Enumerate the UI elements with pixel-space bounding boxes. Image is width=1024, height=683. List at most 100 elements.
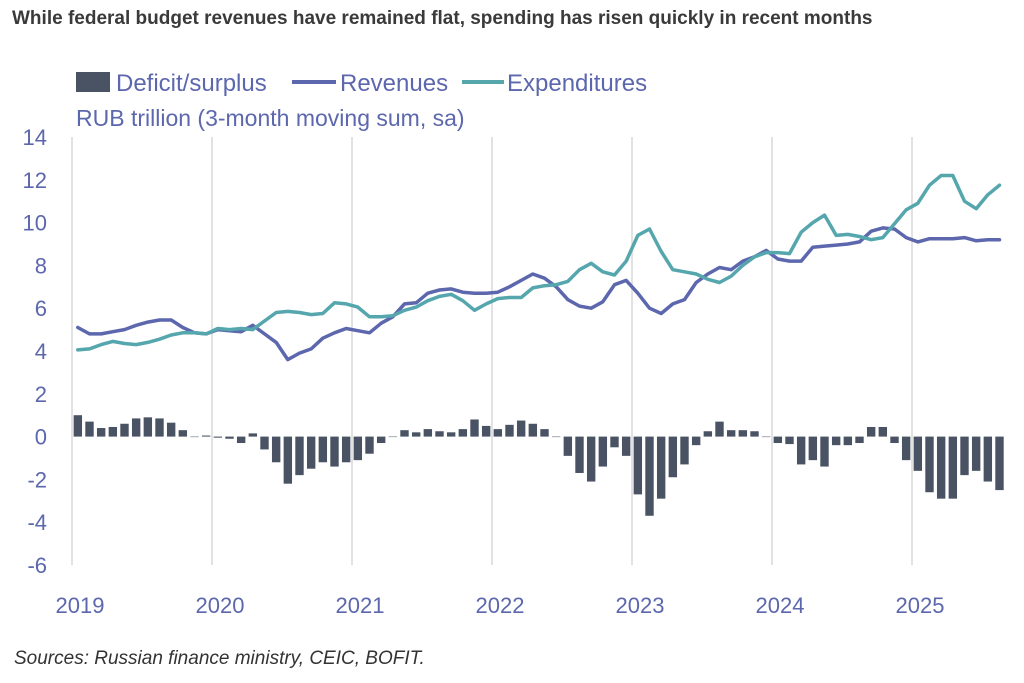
deficit-bar bbox=[213, 436, 223, 438]
deficit-bar bbox=[411, 432, 421, 437]
y-tick-label: 14 bbox=[23, 125, 47, 150]
deficit-bar bbox=[773, 436, 783, 444]
x-tick-label-2021: 2021 bbox=[336, 593, 385, 618]
deficit-bar bbox=[563, 436, 573, 456]
deficit-bar bbox=[493, 429, 503, 437]
deficit-bar bbox=[598, 436, 608, 467]
y-tick-label: 4 bbox=[35, 339, 47, 364]
deficit-bar bbox=[143, 417, 153, 437]
deficit-bar bbox=[691, 436, 701, 446]
deficit-bar bbox=[656, 436, 666, 499]
legend-label-expenditures: Expenditures bbox=[507, 70, 647, 97]
x-tick-label-2024: 2024 bbox=[756, 593, 805, 618]
y-tick-label: 6 bbox=[35, 296, 47, 321]
deficit-bar bbox=[621, 436, 631, 456]
deficit-bar bbox=[703, 431, 713, 437]
deficit-bar bbox=[983, 436, 993, 482]
deficit-bar bbox=[855, 436, 864, 444]
deficit-bar bbox=[890, 436, 899, 444]
deficit-bar bbox=[738, 430, 748, 437]
deficit-bar bbox=[680, 436, 689, 465]
x-tick-label-2020: 2020 bbox=[196, 593, 245, 618]
deficit-bar bbox=[341, 436, 351, 463]
y-tick-label: 12 bbox=[23, 168, 47, 193]
deficit-bar bbox=[715, 421, 724, 437]
y-tick-label: 8 bbox=[35, 253, 47, 278]
deficit-bar bbox=[470, 419, 479, 437]
series-lines bbox=[76, 173, 1002, 362]
deficit-bar bbox=[376, 436, 386, 444]
deficit-bar bbox=[260, 436, 269, 450]
deficit-bar bbox=[575, 436, 584, 473]
deficit-bar bbox=[283, 436, 293, 484]
deficit-bar bbox=[458, 429, 468, 437]
x-tick-label-2019: 2019 bbox=[56, 593, 105, 618]
deficit-bar bbox=[586, 436, 596, 482]
deficit-bar bbox=[668, 436, 678, 478]
legend-label-revenues: Revenues bbox=[340, 70, 448, 97]
deficit-bar bbox=[388, 436, 398, 438]
deficit-bar bbox=[551, 436, 561, 438]
chart-title: While federal budget revenues have remai… bbox=[12, 8, 873, 29]
deficit-bar bbox=[936, 436, 946, 499]
deficit-bar bbox=[726, 430, 736, 437]
x-tick-label-2022: 2022 bbox=[476, 593, 525, 618]
y-tick-label: 10 bbox=[23, 211, 47, 236]
deficit-bar bbox=[948, 436, 958, 499]
deficit-bar bbox=[423, 429, 433, 437]
deficit-bars bbox=[73, 415, 1004, 516]
deficit-bar bbox=[108, 426, 118, 437]
deficit-bar bbox=[645, 436, 654, 516]
y-tick-label: 0 bbox=[35, 425, 47, 450]
deficit-bar bbox=[306, 436, 316, 469]
axes: -6 -4 -2 0 2 4 6 8 10 12 14 2019 2020 2021 2022 2023 202… bbox=[23, 125, 945, 618]
deficit-bar bbox=[820, 436, 829, 467]
gridlines bbox=[71, 137, 913, 565]
deficit-bar bbox=[248, 433, 258, 437]
deficit-bar bbox=[971, 436, 981, 471]
deficit-bar bbox=[540, 429, 549, 437]
x-tick-label-2025: 2025 bbox=[896, 593, 945, 618]
legend-swatch-deficit bbox=[76, 72, 110, 92]
deficit-bar bbox=[96, 428, 106, 437]
deficit-bar bbox=[225, 436, 234, 439]
deficit-bar bbox=[85, 421, 94, 437]
deficit-bar bbox=[131, 418, 141, 437]
deficit-bar bbox=[295, 436, 304, 476]
x-tick-label-2023: 2023 bbox=[616, 593, 665, 618]
deficit-bar bbox=[808, 436, 818, 461]
deficit-bar bbox=[505, 424, 514, 437]
deficit-bar bbox=[878, 426, 888, 437]
y-tick-label: -2 bbox=[27, 467, 47, 492]
deficit-bar bbox=[330, 436, 339, 467]
deficit-bar bbox=[120, 423, 129, 437]
deficit-bar bbox=[516, 420, 526, 437]
deficit-bar bbox=[155, 418, 164, 437]
deficit-bar bbox=[73, 415, 83, 437]
deficit-bar bbox=[481, 425, 491, 437]
deficit-bar bbox=[178, 430, 188, 437]
deficit-bar bbox=[353, 436, 363, 461]
deficit-bar bbox=[190, 436, 199, 438]
y-tick-label: -4 bbox=[27, 510, 47, 535]
deficit-bar bbox=[528, 423, 538, 437]
legend-label-deficit: Deficit/surplus bbox=[116, 70, 267, 97]
source-note: Sources: Russian finance ministry, CEIC,… bbox=[14, 648, 425, 669]
deficit-bar bbox=[236, 436, 246, 444]
deficit-bar bbox=[843, 436, 853, 446]
deficit-bar bbox=[365, 436, 374, 454]
deficit-bar bbox=[866, 426, 876, 437]
y-tick-label: 2 bbox=[35, 382, 47, 407]
deficit-bar bbox=[446, 432, 456, 437]
deficit-bar bbox=[925, 436, 934, 493]
legend: Deficit/surplus Revenues Expenditures RUB t… bbox=[76, 70, 647, 131]
deficit-bar bbox=[201, 435, 211, 437]
deficit-bar bbox=[831, 436, 841, 446]
y-axis-unit-label: RUB trillion (3-month moving sum, sa) bbox=[76, 105, 465, 131]
deficit-bar bbox=[761, 436, 771, 438]
deficit-bar bbox=[610, 436, 619, 448]
y-tick-label: -6 bbox=[27, 553, 47, 578]
deficit-bar bbox=[995, 436, 1004, 491]
deficit-bar bbox=[901, 436, 911, 461]
